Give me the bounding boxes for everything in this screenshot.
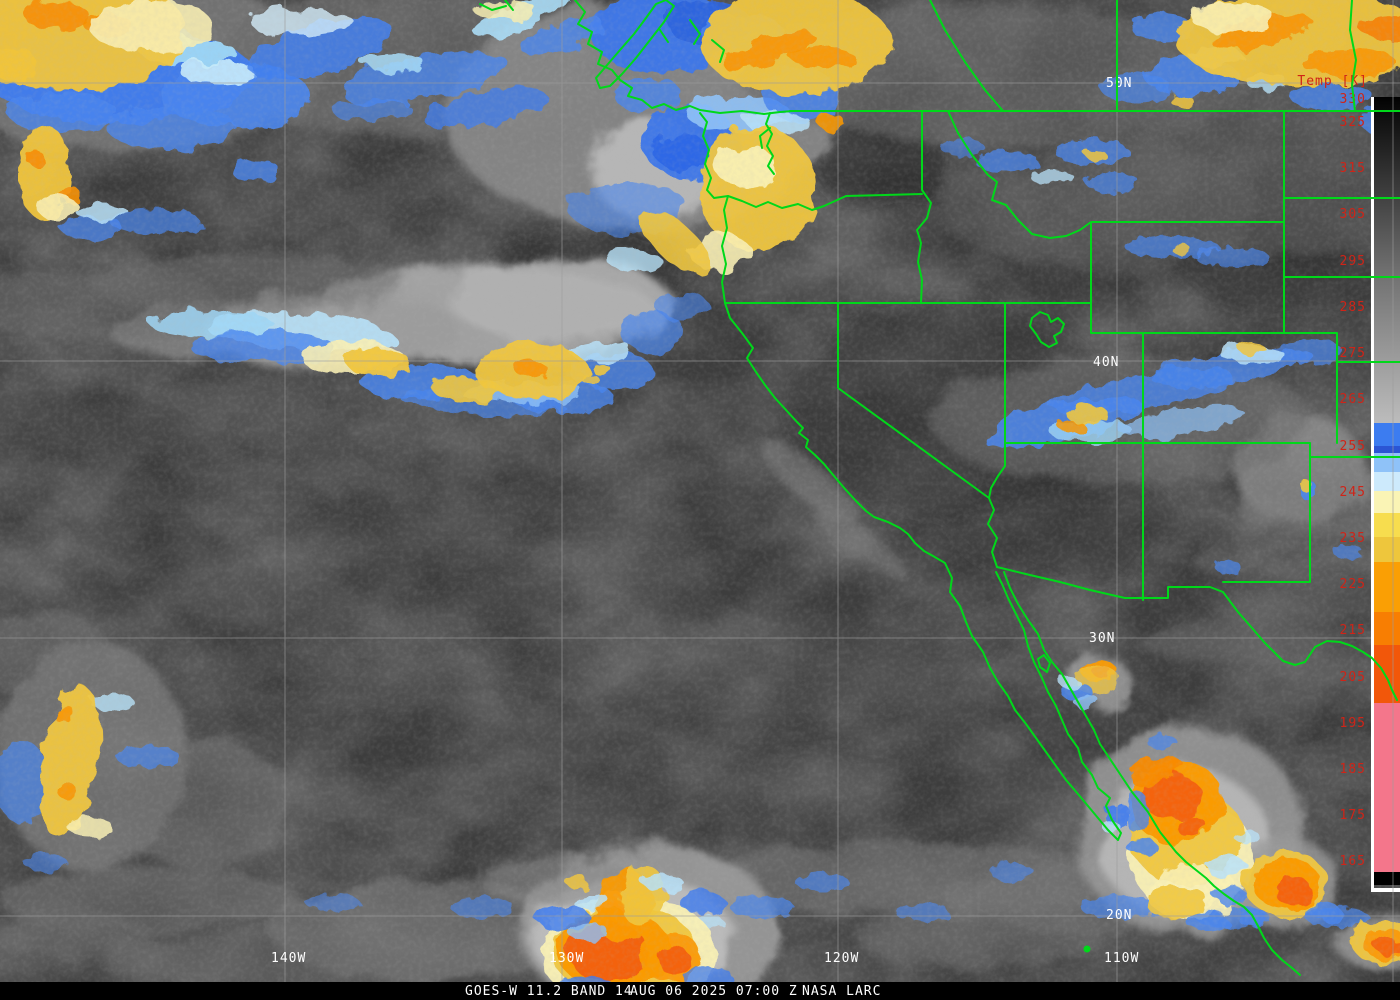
caption-satellite-band: GOES-W 11.2 BAND 14 <box>465 984 633 999</box>
colorbar-gradient <box>1374 97 1400 885</box>
caption-source: NASA LARC <box>802 984 882 999</box>
colorbar <box>1371 97 1400 892</box>
caption-datetime: AUG 06 2025 07:00 Z <box>630 984 798 999</box>
caption-bar: GOES-W 11.2 BAND 14 AUG 06 2025 07:00 Z … <box>0 982 1400 1000</box>
